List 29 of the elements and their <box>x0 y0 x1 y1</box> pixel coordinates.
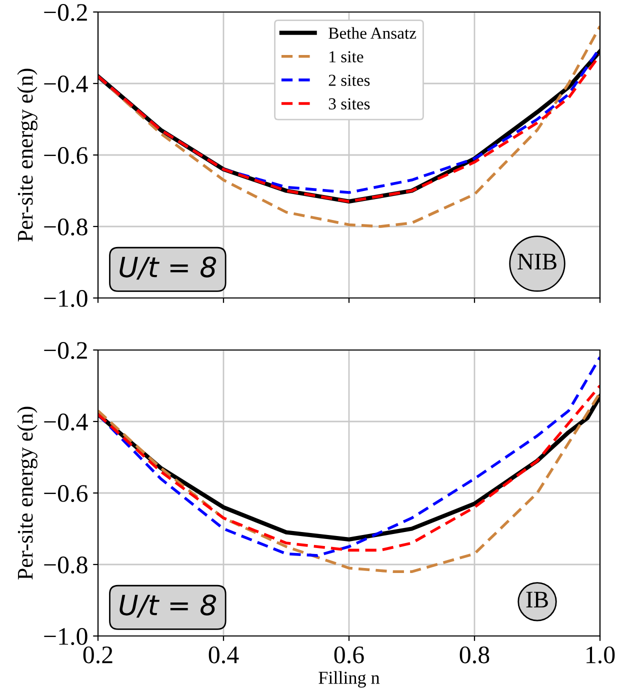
x-tick-label: 0.8 <box>460 646 490 664</box>
y-tick-label: −0.8 <box>44 218 88 236</box>
y-tick-label: −0.2 <box>44 342 87 360</box>
y-tick-label: −0.4 <box>44 76 88 93</box>
y-tick-label: −0.8 <box>44 556 88 574</box>
x-tick-label: 0.6 <box>334 646 364 664</box>
y-axis-title: Per-site energy e(n) <box>17 406 38 580</box>
x-tick-label: 0.4 <box>208 646 239 664</box>
x-tick-label: 0.2 <box>83 646 112 664</box>
legend-label: 3 sites <box>328 98 370 110</box>
y-tick-label: −1.0 <box>44 290 88 308</box>
y-axis-title: Per-site energy e(n) <box>17 68 38 242</box>
legend-label: Bethe Ansatz <box>328 27 416 39</box>
annotation: IB <box>526 592 548 608</box>
annotation: U/t = 8 <box>120 256 216 280</box>
y-tick-label: −0.6 <box>44 485 88 502</box>
y-tick-label: −0.2 <box>44 4 87 22</box>
x-tick-label: 1.0 <box>586 646 615 664</box>
y-tick-label: −0.4 <box>44 414 88 431</box>
legend-label: 2 sites <box>328 74 370 86</box>
line-series <box>98 392 600 574</box>
y-tick-label: −1.0 <box>44 628 88 646</box>
legend-label: 1 site <box>330 51 364 62</box>
x-axis-title: Filling n <box>318 671 380 688</box>
annotation: NIB <box>518 254 556 270</box>
y-tick-label: −0.6 <box>44 147 88 164</box>
line-series <box>98 24 600 228</box>
line-series <box>98 356 600 557</box>
annotation: U/t = 8 <box>120 594 216 618</box>
